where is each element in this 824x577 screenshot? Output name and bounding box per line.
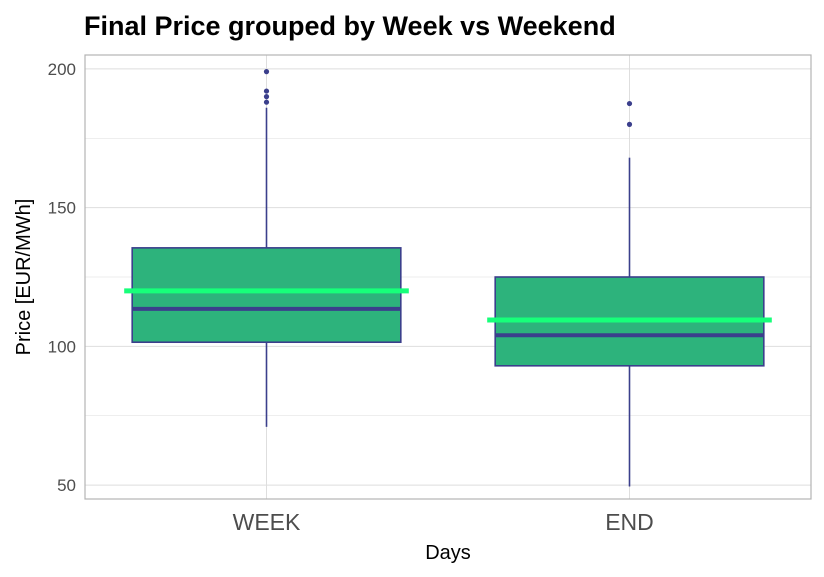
box-layer bbox=[124, 69, 772, 487]
outlier-point-week bbox=[263, 94, 270, 100]
outlier-point-week bbox=[263, 69, 270, 75]
x-tick-labels: WEEK END bbox=[233, 509, 654, 535]
outlier-point-week bbox=[263, 99, 270, 105]
y-axis-title: Price [EUR/MWh] bbox=[13, 199, 35, 356]
y-tick-label-200: 200 bbox=[48, 60, 76, 79]
outlier-point-end bbox=[626, 100, 633, 107]
y-tick-label-150: 150 bbox=[48, 199, 76, 218]
x-tick-label-end: END bbox=[605, 509, 654, 535]
y-tick-label-50: 50 bbox=[57, 476, 76, 495]
chart-title: Final Price grouped by Week vs Weekend bbox=[84, 11, 616, 41]
box-week bbox=[131, 247, 402, 344]
outlier-point-week bbox=[263, 88, 270, 94]
outlier-point-end bbox=[626, 121, 633, 127]
y-tick-labels: 50 100 150 200 bbox=[48, 60, 76, 495]
x-axis-title: Days bbox=[425, 542, 471, 564]
y-tick-label-100: 100 bbox=[48, 337, 76, 356]
panel-border bbox=[84, 54, 812, 500]
x-tick-label-week: WEEK bbox=[233, 509, 301, 535]
